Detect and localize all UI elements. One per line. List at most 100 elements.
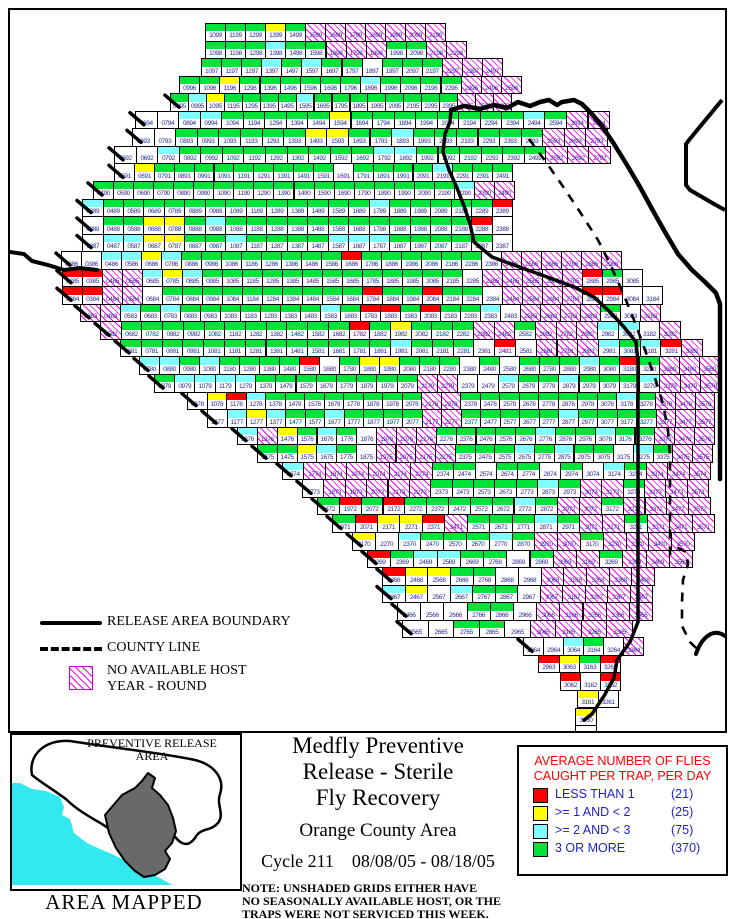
grid-cell: 3572 (688, 496, 711, 516)
cell-number: 2079 (400, 383, 414, 391)
grid-cell: 1382 (265, 321, 288, 340)
cell-color-strip (360, 357, 379, 365)
fly-legend-entry: 3 OR MORE (370) (533, 841, 726, 857)
grid-cell: 2273 (408, 479, 432, 498)
grid-cell: 1975 (375, 444, 397, 463)
cell-number: 2381 (477, 348, 491, 356)
cell-number: 2879 (562, 383, 576, 391)
cell-number: 2475 (478, 453, 492, 461)
cell-number: 0792 (161, 155, 175, 163)
grid-cell: 2983 (600, 303, 621, 323)
grid-cell: 1085 (222, 268, 243, 288)
cell-number: 0980 (183, 365, 196, 373)
cell-number: 2193 (460, 137, 474, 145)
cell-number: 2771 (517, 523, 530, 531)
cell-number: 3469 (651, 558, 665, 566)
grid-cell: 2083 (420, 303, 441, 323)
grid-cell: 2176 (415, 426, 437, 446)
cell-color-strip (114, 182, 133, 190)
cell-number: 1982 (394, 330, 408, 338)
cell-color-strip (308, 111, 329, 120)
cell-number: 0986 (205, 260, 218, 268)
cell-color-strip (241, 129, 262, 137)
cell-number: 1399 (269, 32, 282, 40)
cell-number: 1678 (327, 401, 341, 409)
cell-number: 2678 (522, 401, 536, 409)
grid-cell: 2170 (352, 532, 376, 551)
grid-cell: 2082 (410, 321, 433, 340)
cell-color-strip (263, 287, 282, 295)
grid-cell: 3069 (552, 549, 577, 569)
grid-cell: 2089 (430, 198, 452, 218)
legend-color-swatch (533, 824, 548, 839)
cell-color-strip (403, 410, 422, 418)
cell-color-strip (516, 427, 536, 436)
cell-number: 2580 (503, 365, 516, 373)
cell-number: 0489 (106, 207, 120, 215)
cell-number: 1480 (283, 365, 296, 373)
cell-color-strip (281, 304, 300, 313)
cell-number: 2290 (457, 190, 471, 198)
grid-cell: 2572 (469, 496, 493, 516)
cell-color-strip (497, 462, 518, 471)
grid-cell: 2973 (558, 479, 581, 498)
cell-number: 1589 (332, 207, 345, 215)
grid-cell: 1998 (385, 40, 407, 60)
cell-color-strip (238, 427, 257, 436)
grid-cell: 3073 (579, 479, 603, 498)
grid-cell: 1979 (376, 374, 398, 393)
grid-cell: 2272 (404, 496, 428, 516)
cell-color-strip (370, 322, 390, 330)
cell-color-strip (473, 164, 493, 172)
grid-cell: 3478 (675, 391, 696, 411)
grid-cell: 1383 (280, 303, 301, 323)
cell-number: 0992 (205, 155, 219, 163)
cell-number: 2770 (494, 541, 508, 549)
cell-number: 2197 (425, 67, 439, 75)
cell-number: 2473 (456, 488, 470, 496)
cell-color-strip (413, 164, 433, 172)
cell-color-strip (305, 129, 327, 137)
cell-number: 3072 (583, 506, 597, 514)
grid-cell: 1483 (300, 303, 321, 323)
cell-number: 2293 (482, 137, 496, 145)
cell-color-strip (640, 375, 660, 383)
grid-cell: 3475 (672, 444, 694, 463)
cell-number: 1696 (323, 85, 337, 93)
grid-cell: 1686 (341, 251, 362, 270)
grid-cell: 0789 (163, 198, 186, 218)
grid-cell: 1476 (276, 426, 298, 446)
grid-cell: 1183 (240, 303, 261, 323)
grid-cell: 0887 (184, 233, 206, 253)
cell-number: 3479 (683, 383, 697, 391)
grid-cell: 1886 (381, 251, 402, 270)
cell-color-strip (601, 497, 623, 506)
grid-cell: 0986 (201, 251, 222, 270)
cell-color-strip (324, 392, 344, 401)
cell-number: 1381 (269, 348, 283, 356)
cell-number: 1777 (347, 418, 361, 426)
cell-color-strip (180, 76, 200, 85)
cell-number: 2884 (586, 295, 599, 303)
cell-number: 0893 (180, 137, 193, 145)
cell-number: 1193 (245, 137, 258, 145)
cell-color-strip (308, 217, 328, 225)
grid-cell: 1678 (323, 391, 345, 411)
grid-cell: 1584 (322, 286, 343, 305)
fly-legend-entry: LESS THAN 1 (21) (533, 787, 726, 803)
grid-cell: 1384 (282, 286, 303, 305)
grid-cell: 0787 (163, 233, 186, 253)
cell-number: 1674 (286, 471, 300, 479)
grid-cell: 0980 (179, 356, 200, 375)
cell-number: 1377 (269, 418, 283, 426)
cell-color-strip (558, 392, 578, 401)
cell-number: 2185 (446, 278, 459, 286)
cell-number: 3081 (623, 348, 637, 356)
grid-cell: 2980 (579, 356, 600, 375)
grid-cell: 2877 (558, 409, 579, 428)
cell-number: 1099 (209, 32, 222, 40)
grid-cell: 3365 (606, 619, 633, 639)
cell-color-strip (308, 339, 328, 348)
cell-number: 2868 (500, 576, 514, 584)
cell-number: 0689 (147, 207, 161, 215)
